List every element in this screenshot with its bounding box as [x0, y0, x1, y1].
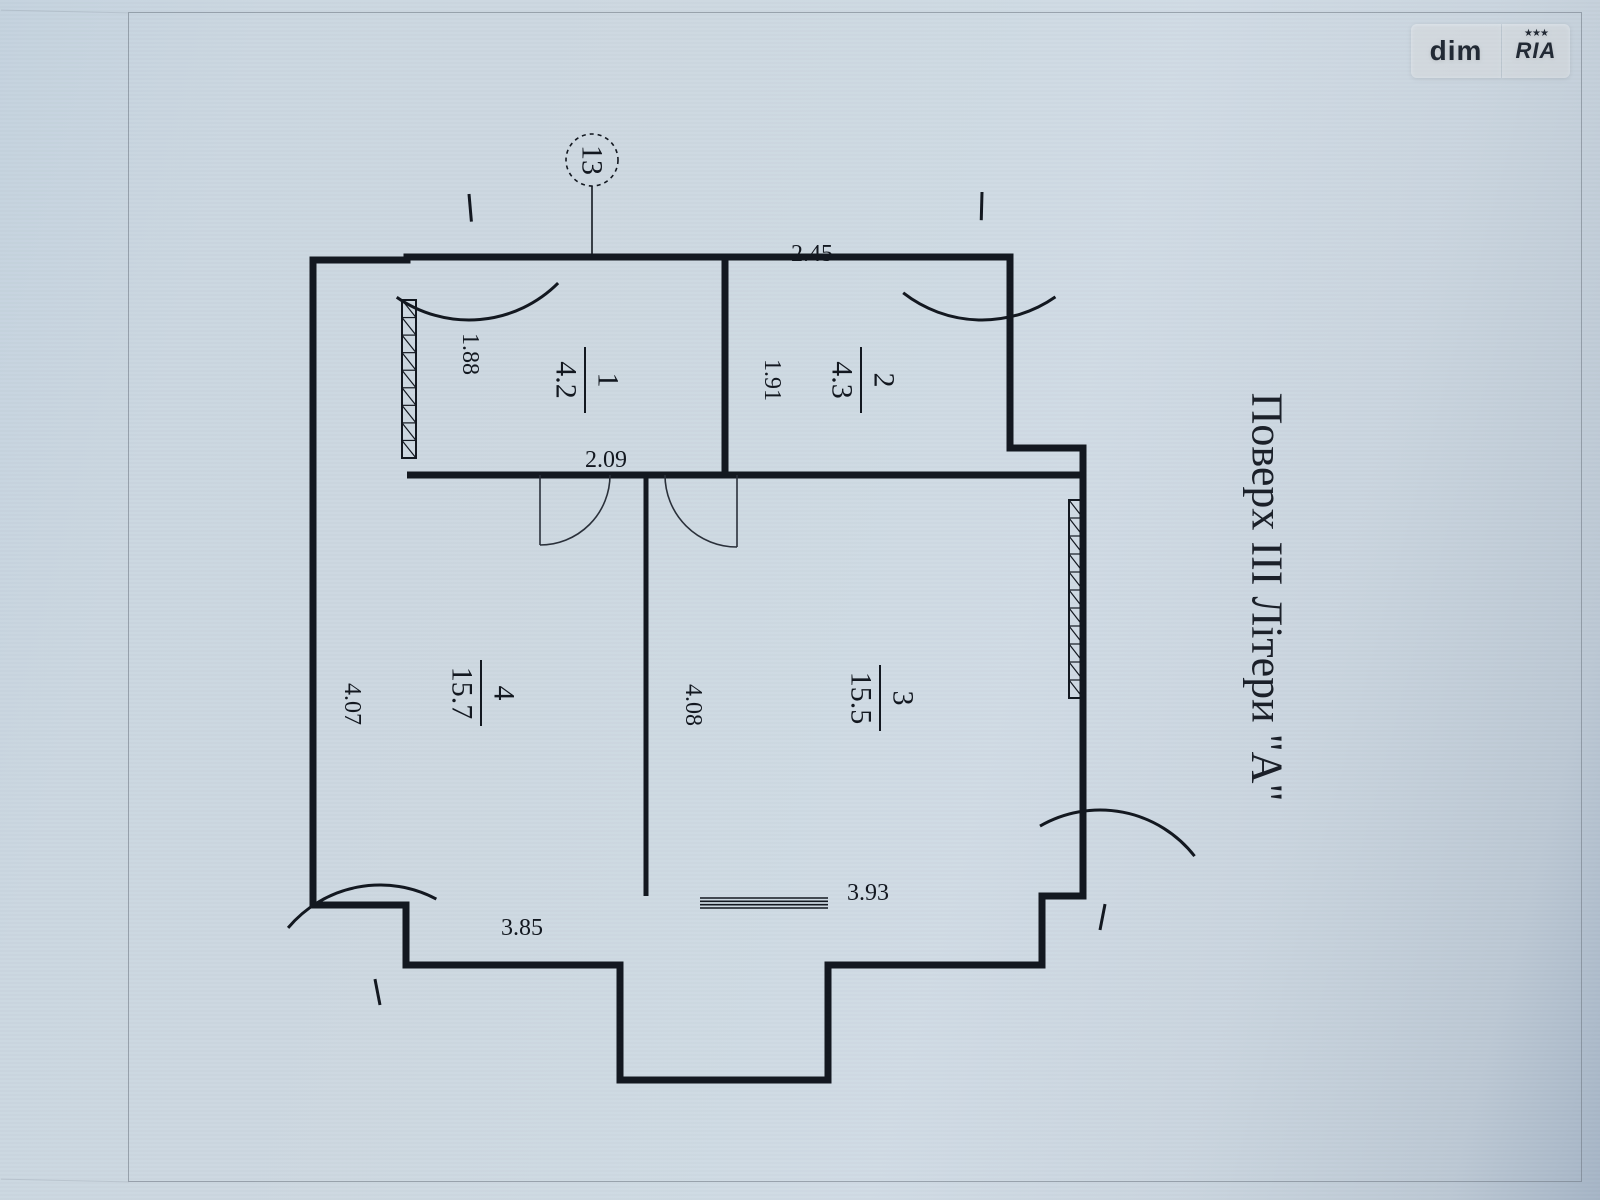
svg-text:4: 4	[488, 686, 521, 701]
svg-text:15.7: 15.7	[446, 667, 479, 720]
floor-plan-svg: 1314.224.3315.5415.72.451.881.912.094.07…	[0, 0, 1600, 1200]
dim-d_1_91: 1.91	[759, 359, 785, 401]
dim-top_2_45: 2.45	[791, 241, 833, 267]
svg-text:4.2: 4.2	[550, 361, 583, 399]
svg-text:3: 3	[887, 691, 920, 706]
page: dim ★★★ RIA Поверх III Літери "А" 1314.2…	[0, 0, 1600, 1200]
unit-number: 13	[576, 145, 609, 175]
door-arc-1	[540, 475, 610, 545]
swing-arc-2	[1040, 810, 1195, 856]
svg-text:4.3: 4.3	[826, 361, 859, 399]
swing-arc-0	[397, 283, 558, 320]
svg-text:1: 1	[592, 373, 625, 388]
outer-wall	[313, 257, 1083, 1080]
dim-d_1_88: 1.88	[457, 333, 483, 375]
window-0	[402, 300, 416, 458]
dim-d_3_93: 3.93	[847, 880, 889, 906]
door-arc-0	[665, 475, 737, 547]
swing-arc-1	[903, 293, 1055, 320]
dim-d_4_07: 4.07	[339, 683, 365, 725]
room-label-r3: 315.5	[845, 665, 920, 731]
room-label-r4: 415.7	[446, 660, 521, 726]
svg-text:2: 2	[868, 373, 901, 388]
room-label-r1: 14.2	[550, 347, 625, 413]
dim-d_4_08: 4.08	[680, 684, 706, 726]
svg-text:15.5: 15.5	[845, 672, 878, 725]
dim-d_2_09: 2.09	[585, 447, 627, 473]
dim-d_3_85: 3.85	[501, 915, 543, 941]
room-label-r2: 24.3	[826, 347, 901, 413]
